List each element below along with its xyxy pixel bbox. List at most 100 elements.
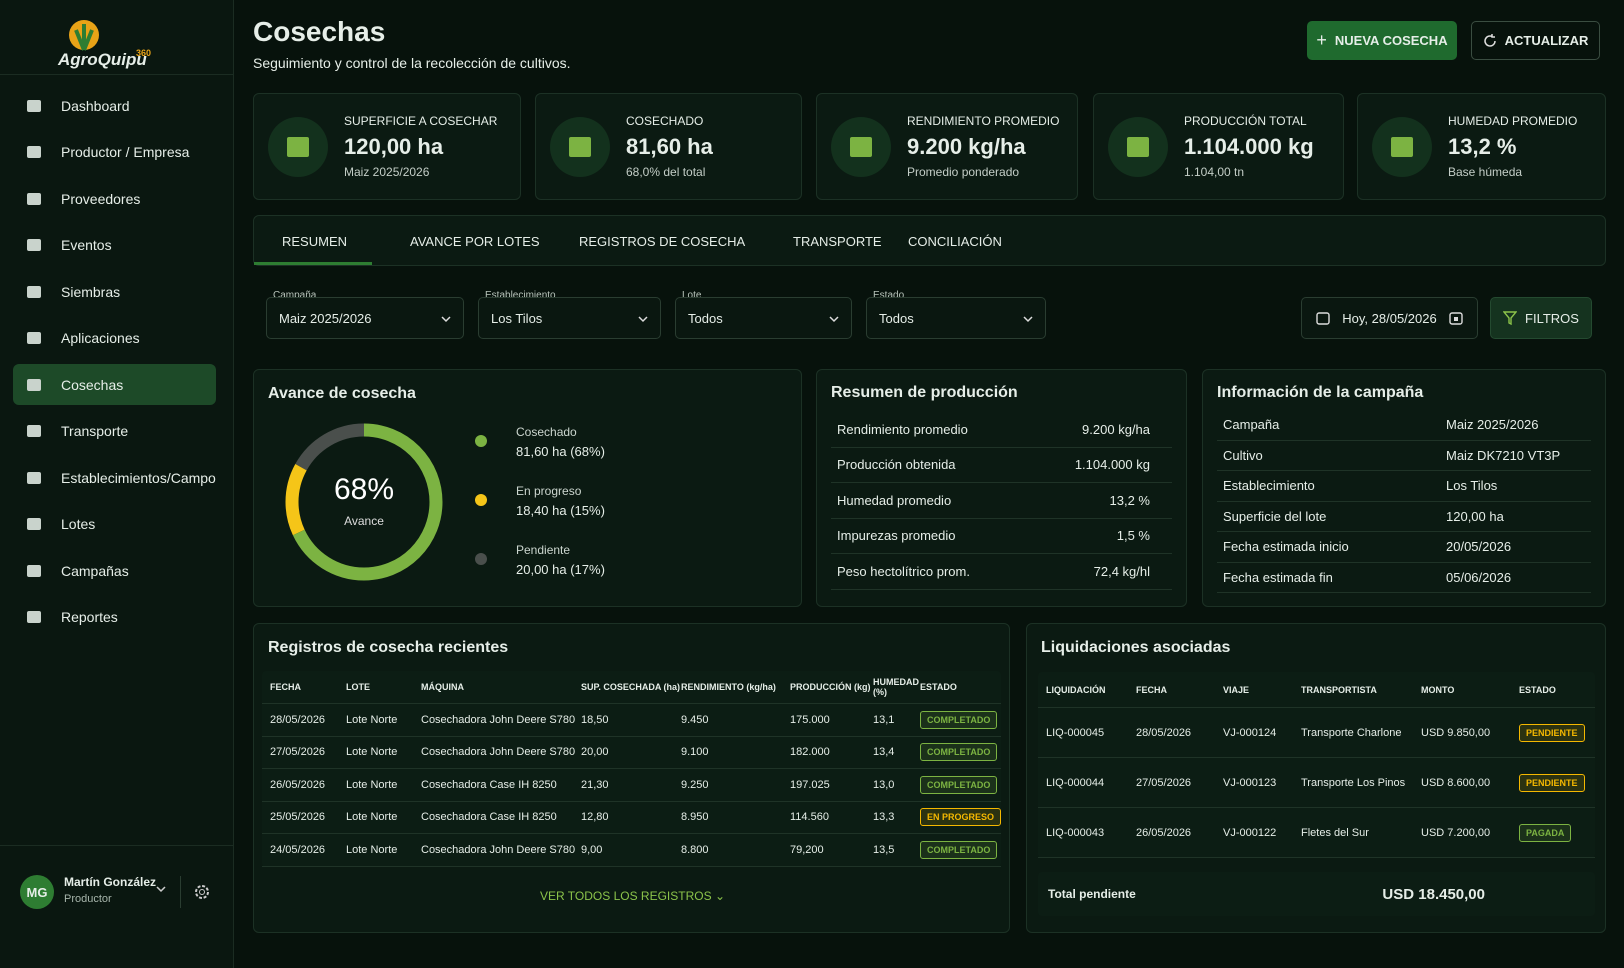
tab[interactable]: CONCILIACIÓN <box>908 233 1002 249</box>
info-value: Maiz 2025/2026 <box>1446 417 1539 433</box>
status-badge: PAGADA <box>1519 823 1572 842</box>
table-row: 26/05/2026 Lote Norte Cosechadora Case IH … <box>262 769 1001 802</box>
filter-select[interactable]: Los Tilos <box>478 297 661 339</box>
nav-item[interactable]: Dashboard <box>13 85 216 126</box>
filter-select[interactable]: Maiz 2025/2026 <box>266 297 464 339</box>
table-cell: 13,3 <box>873 811 895 824</box>
tab[interactable]: AVANCE POR LOTES <box>410 233 540 249</box>
info-value: Los Tilos <box>1446 478 1498 494</box>
card-title: Liquidaciones asociadas <box>1041 639 1231 656</box>
nav-item[interactable]: Productor / Empresa <box>13 132 216 173</box>
kpi-label: PRODUCCIÓN TOTAL <box>1184 114 1307 128</box>
table-cell: Lote Norte <box>346 778 398 791</box>
info-value: 20/05/2026 <box>1446 539 1512 555</box>
kpi-value: 9.200 kg/ha <box>907 134 1026 159</box>
column-header: RENDIMIENTO (kg/ha) <box>681 682 776 692</box>
icon <box>27 518 41 530</box>
table-row: LIQ-000043 26/05/2026 VJ-000122 Fletes del … <box>1038 808 1595 858</box>
table-cell: 27/05/2026 <box>270 746 326 759</box>
donut-center-label: Avance <box>344 514 384 528</box>
info-value: 1.104.000 kg <box>1074 457 1150 473</box>
tab[interactable]: REGISTROS DE COSECHA <box>579 233 746 249</box>
info-value: 1,5 % <box>1116 528 1150 544</box>
info-row: Cultivo Maiz DK7210 VT3P <box>1217 441 1591 471</box>
icon <box>27 471 41 484</box>
table-cell: 25/05/2026 <box>270 811 326 824</box>
date-picker[interactable]: Hoy, 28/05/2026 <box>1301 297 1478 339</box>
table-cell: 114.560 <box>790 811 829 824</box>
legend-dot <box>475 494 487 506</box>
filter-select[interactable]: Todos <box>866 297 1046 339</box>
icon <box>27 332 41 344</box>
nav-label: Eventos <box>61 237 112 253</box>
filters-button[interactable]: FILTROS <box>1490 297 1592 339</box>
refresh-button[interactable]: ACTUALIZAR <box>1471 21 1600 60</box>
nav-item[interactable]: Lotes <box>13 504 216 545</box>
kpi-text: PRODUCCIÓN TOTAL 1.104.000 kg 1.104,00 tn <box>1184 114 1314 179</box>
legend-detail: 18,40 ha (15%) <box>516 503 605 518</box>
table-cell: 9.100 <box>681 746 709 759</box>
table-cell: Lote Norte <box>346 746 398 759</box>
column-header: HUMEDAD (%) <box>873 677 919 697</box>
nav-item[interactable]: Eventos <box>13 225 216 266</box>
status-badge: COMPLETADO <box>920 743 998 762</box>
filter-label: Lote <box>682 290 702 301</box>
legend-name: En progreso <box>516 484 582 498</box>
icon <box>27 239 41 251</box>
kpi-text: HUMEDAD PROMEDIO 13,2 % Base húmeda <box>1448 114 1577 179</box>
chevron <box>638 311 648 326</box>
kpi-label: COSECHADO <box>626 114 704 128</box>
nav-label: Establecimientos/Campo <box>61 469 216 486</box>
table-cell: 26/05/2026 <box>270 778 326 791</box>
campaign-card: Información de la campaña Campaña Maiz 20… <box>1202 369 1606 607</box>
filter-select[interactable]: Todos <box>675 297 852 339</box>
user-menu[interactable] <box>156 885 166 893</box>
status-badge: COMPLETADO <box>920 710 998 729</box>
table-cell: 26/05/2026 <box>1136 826 1192 839</box>
table-cell: Transporte Charlone <box>1301 726 1402 739</box>
nav-item[interactable]: Siembras <box>13 271 216 312</box>
info-value: 120,00 ha <box>1446 508 1504 524</box>
nav-item[interactable]: Reportes <box>13 597 216 638</box>
column-header: LOTE <box>346 682 370 692</box>
nav-label: Cosechas <box>61 376 124 393</box>
kpi-text: COSECHADO 81,60 ha 68,0% del total <box>626 114 713 179</box>
nav-item[interactable]: Establecimientos/Campo <box>13 457 216 498</box>
info-label: Humedad promedio <box>837 492 952 508</box>
column-header: SUP. COSECHADA (ha) <box>581 682 681 692</box>
icon <box>27 146 41 158</box>
nav-label: Siembras <box>61 283 121 300</box>
info-row: Establecimiento Los Tilos <box>1217 471 1591 502</box>
chevron <box>829 311 839 326</box>
tab[interactable]: TRANSPORTE <box>793 233 882 249</box>
nav-item[interactable]: Campañas <box>13 550 216 591</box>
tab[interactable]: RESUMEN <box>282 233 348 249</box>
table-cell: 197.025 <box>790 778 830 791</box>
chevron <box>441 311 451 326</box>
settings-button[interactable] <box>193 883 211 901</box>
sidebar: AgroQuipu 360 Dashboard Productor / Empre… <box>0 0 234 968</box>
table-cell: 24/05/2026 <box>270 843 326 856</box>
kpi-card: SUPERFICIE A COSECHAR 120,00 ha Maiz 2025/… <box>253 93 521 200</box>
info-value: Maiz DK7210 VT3P <box>1446 447 1561 463</box>
new-harvest-button[interactable]: + NUEVA COSECHA <box>1307 21 1457 60</box>
info-row: Campaña Maiz 2025/2026 <box>1217 410 1591 441</box>
view-all-link[interactable]: VER TODOS LOS REGISTROS ⌄ <box>540 889 725 903</box>
kpi-label: RENDIMIENTO PROMEDIO <box>907 114 1060 128</box>
logo-badge: 360 <box>136 48 152 58</box>
nav-item[interactable]: Proveedores <box>13 178 216 219</box>
table-cell: 12,80 <box>581 811 609 824</box>
nav-item[interactable]: Aplicaciones <box>13 318 216 359</box>
table-cell: Lote Norte <box>346 843 398 856</box>
info-value: 13,2 % <box>1109 492 1150 508</box>
production-list: Rendimiento promedio 9.200 kg/ha Producció… <box>831 412 1172 590</box>
divider <box>0 845 234 846</box>
card-title: Resumen de producción <box>831 384 1018 401</box>
calendar-icon <box>1316 312 1330 325</box>
nav-item[interactable]: Cosechas <box>13 364 216 405</box>
table-cell: Cosechadora John Deere S780 <box>421 843 576 856</box>
nav-label: Reportes <box>61 609 118 625</box>
nav-item[interactable]: Transporte <box>13 411 216 452</box>
table-cell: USD 8.600,00 <box>1421 776 1491 789</box>
